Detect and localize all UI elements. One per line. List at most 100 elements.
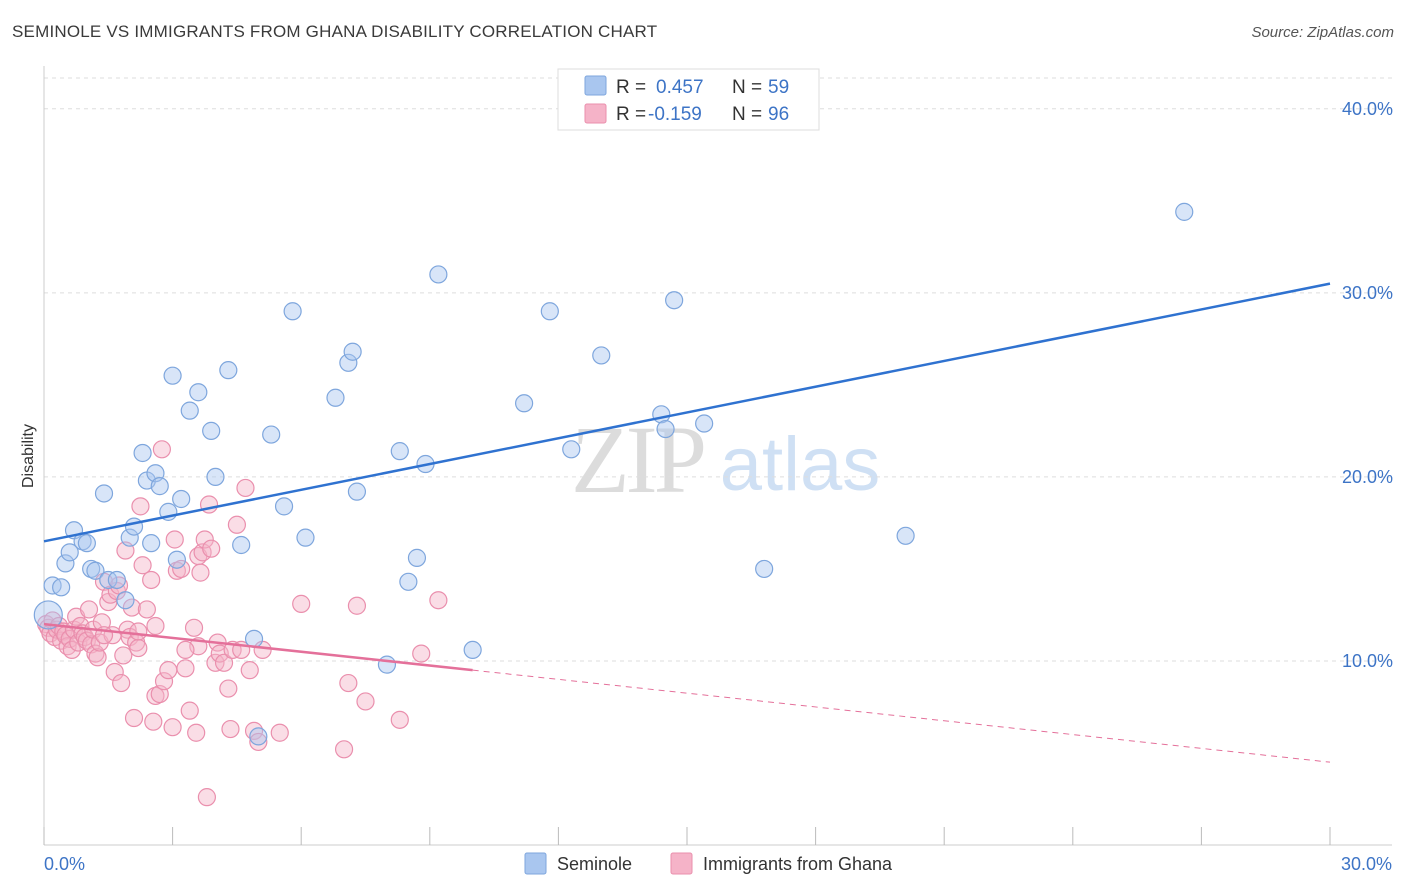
- seminole-point-26: [189, 383, 208, 402]
- ghana-point-24: [88, 648, 107, 667]
- y-axis-title: Disability: [20, 424, 37, 488]
- ghana-point-62: [191, 563, 210, 582]
- ghana-point-56: [172, 559, 191, 579]
- axes: [43, 66, 1392, 846]
- seminole-point-39: [343, 342, 362, 361]
- seminole-point-42: [390, 442, 409, 461]
- x-tick-label-max: 30.0%: [1341, 854, 1392, 874]
- ghana-point-77: [236, 478, 255, 498]
- seminole-point-40: [347, 482, 367, 501]
- legend-ghana-n-label: N =: [732, 104, 762, 125]
- ghana-point-45: [137, 600, 156, 619]
- legend-seminole-swatch: [584, 75, 607, 96]
- ghana-point-92: [176, 640, 195, 660]
- ghana-point-53: [163, 718, 182, 737]
- gridlines: [44, 77, 1392, 662]
- ghana-point-46: [142, 570, 161, 590]
- ghana-point-73: [221, 719, 240, 739]
- seminole-point-38: [339, 353, 358, 372]
- seminole-point-0: [33, 600, 63, 630]
- seminole-point-37: [326, 388, 345, 407]
- legend-bottom-ghana-label: Immigrants from Ghana: [703, 854, 893, 874]
- seminole-point-56: [755, 559, 774, 579]
- seminole-point-27: [202, 421, 221, 440]
- ghana-point-85: [339, 673, 358, 693]
- legend-top: R = 0.457 N = 59 R = -0.159 N = 96: [557, 68, 820, 131]
- ghana-point-67: [202, 539, 221, 558]
- ghana-point-80: [249, 732, 268, 752]
- seminole-point-43: [399, 572, 418, 591]
- ghana-trend-line: [43, 622, 473, 672]
- seminole-point-28: [206, 467, 225, 487]
- ghana-point-78: [240, 661, 259, 680]
- seminole-point-25: [180, 401, 199, 420]
- ghana-point-71: [214, 653, 234, 672]
- seminole-point-16: [133, 443, 152, 463]
- seminole-point-10: [94, 484, 114, 503]
- legend-bottom-seminole-swatch: [524, 852, 547, 875]
- seminole-point-22: [163, 366, 182, 385]
- ghana-point-65: [197, 788, 216, 807]
- seminole-point-54: [665, 291, 684, 310]
- legend-ghana-r-value: -0.159: [648, 104, 702, 125]
- seminole-point-18: [142, 534, 161, 553]
- seminole-point-30: [232, 535, 251, 555]
- ghana-point-82: [270, 723, 289, 742]
- seminole-point-33: [262, 425, 281, 444]
- ghana-point-39: [122, 598, 141, 617]
- seminole-point-49: [540, 302, 559, 321]
- seminole-point-9: [86, 561, 105, 580]
- ghana-point-51: [154, 672, 174, 691]
- ghana-point-87: [356, 692, 375, 711]
- seminole-point-2: [52, 578, 71, 597]
- seminole-point-53: [656, 419, 675, 439]
- y-tick-label-0: 10.0%: [1342, 651, 1393, 671]
- legend-ghana-n-value: 96: [768, 104, 789, 125]
- ghana-trend-extension: [472, 669, 1331, 763]
- seminole-point-12: [107, 570, 126, 590]
- ghana-point-90: [429, 591, 448, 610]
- seminole-trend-line: [43, 282, 1331, 543]
- seminole-point-51: [592, 346, 611, 365]
- ghana-point-35: [114, 646, 133, 665]
- seminole-point-47: [463, 640, 482, 660]
- seminole-point-24: [172, 489, 191, 509]
- legend-seminole-r-label: R =: [616, 77, 646, 98]
- watermark-atlas: atlas: [720, 422, 881, 507]
- seminole-point-20: [150, 477, 169, 496]
- ghana-point-42: [129, 638, 148, 658]
- legend-bottom-seminole-label: Seminole: [557, 854, 632, 874]
- series-seminole-points: [33, 202, 1194, 746]
- legend-ghana-r-label: R =: [616, 104, 646, 125]
- ghana-point-84: [334, 740, 354, 759]
- seminole-point-14: [120, 528, 139, 547]
- ghana-point-75: [227, 515, 246, 534]
- ghana-point-43: [131, 497, 150, 516]
- ghana-point-34: [112, 673, 131, 693]
- legend-seminole-n-label: N =: [732, 77, 762, 98]
- ghana-point-52: [159, 661, 178, 680]
- ghana-point-12: [62, 640, 81, 660]
- ghana-point-50: [152, 440, 171, 459]
- ghana-point-94: [129, 622, 148, 641]
- seminole-point-50: [562, 440, 581, 459]
- y-tick-label-1: 20.0%: [1342, 467, 1393, 487]
- legend-bottom: Seminole Immigrants from Ghana: [524, 852, 893, 875]
- y-tick-label-3: 40.0%: [1342, 99, 1393, 119]
- seminole-point-34: [274, 497, 294, 516]
- ghana-point-20: [79, 600, 99, 619]
- seminole-point-29: [219, 361, 238, 380]
- ghana-point-72: [219, 679, 238, 698]
- ghana-point-40: [124, 708, 144, 728]
- seminole-point-23: [167, 550, 186, 569]
- ghana-point-58: [180, 701, 199, 720]
- seminole-point-44: [407, 548, 427, 567]
- ghana-point-86: [347, 596, 367, 615]
- ghana-point-47: [144, 712, 163, 731]
- seminole-point-57: [896, 526, 915, 545]
- ghana-point-88: [390, 710, 409, 729]
- ghana-point-57: [176, 659, 195, 678]
- ghana-point-64: [195, 530, 214, 549]
- legend-seminole-n-value: 59: [768, 77, 789, 98]
